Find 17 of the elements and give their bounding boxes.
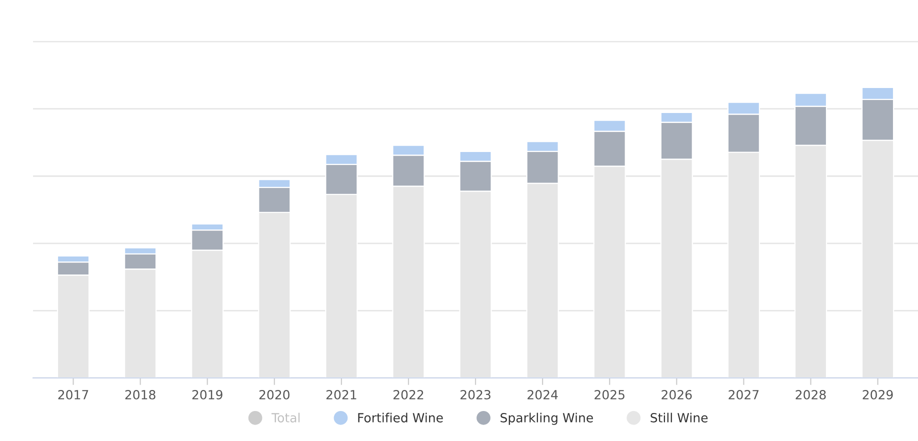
- x-tick-label: 2028: [796, 390, 826, 400]
- x-tick-label: 2023: [460, 390, 490, 400]
- legend-label: Total: [272, 412, 300, 422]
- x-tick-label: 2021: [326, 390, 356, 400]
- x-tick-label: 2018: [125, 390, 156, 400]
- x-tick-label: 2027: [728, 390, 759, 400]
- legend-label: Fortified Wine: [358, 412, 443, 422]
- x-tick-label: 2019: [192, 390, 222, 400]
- x-tick-label: 2017: [58, 390, 88, 400]
- x-tick-label: 2025: [594, 390, 624, 400]
- legend-label: Sparkling Wine: [500, 412, 593, 425]
- legend-label: Still Wine: [650, 412, 708, 422]
- x-tick-label: 2029: [862, 390, 893, 400]
- x-tick-label: 2022: [393, 390, 424, 400]
- x-tick-label: 2020: [259, 390, 290, 400]
- x-tick-label: 2026: [662, 390, 692, 400]
- x-tick-label: 2024: [528, 390, 558, 400]
